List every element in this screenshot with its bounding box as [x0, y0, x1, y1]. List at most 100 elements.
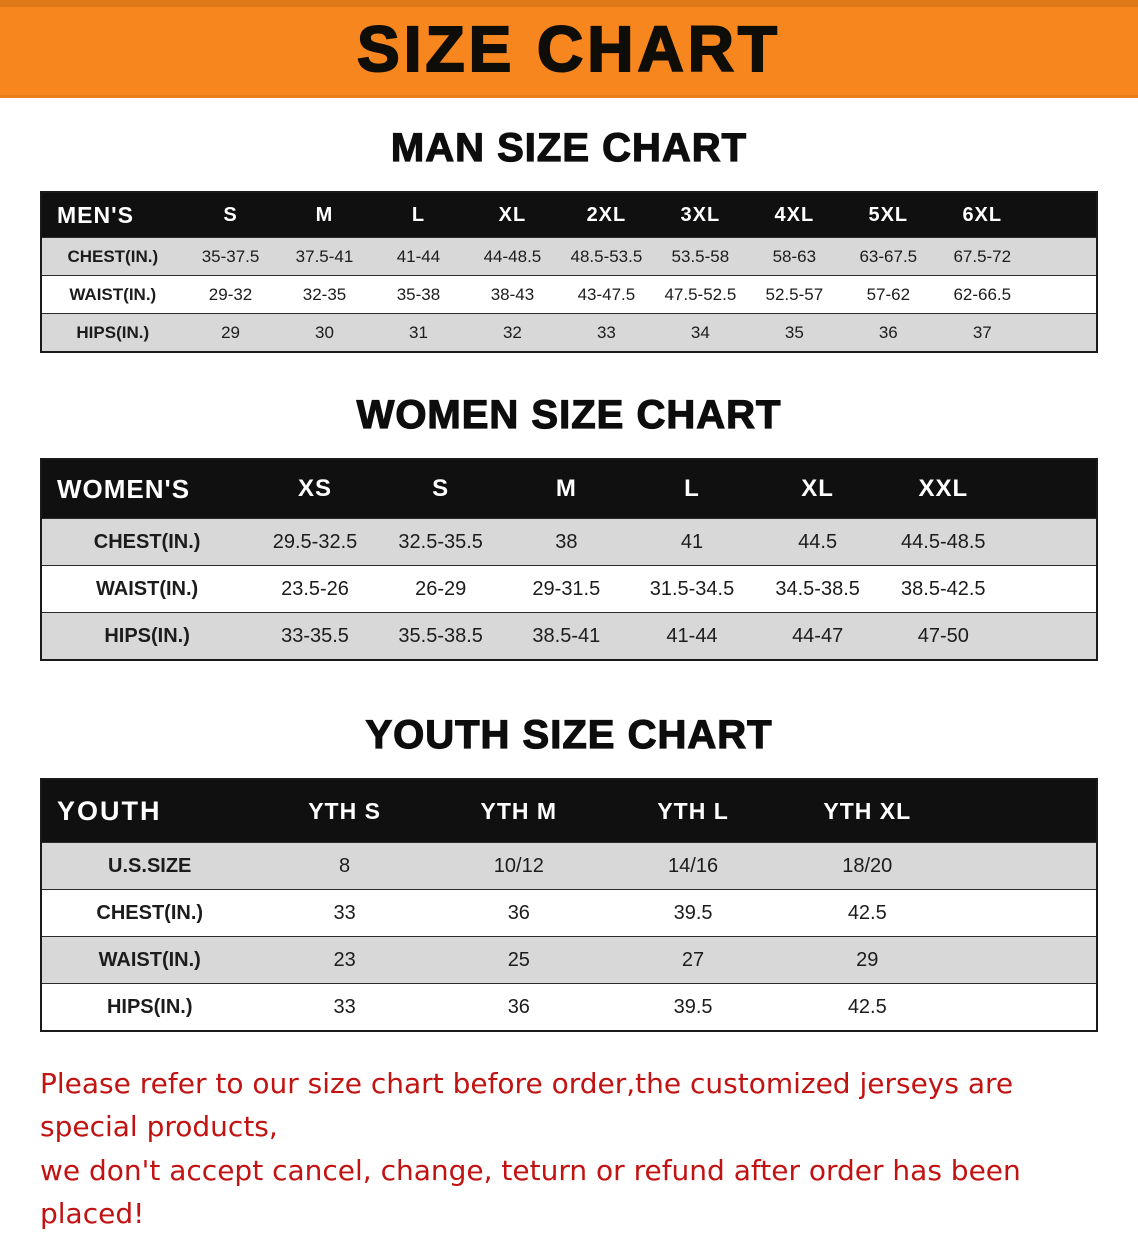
table-row: HIPS(IN.) 33-35.5 35.5-38.5 38.5-41 41-44 44-…	[41, 612, 1097, 660]
size-header-cell: 2XL	[559, 192, 654, 238]
spacer-cell	[954, 842, 1097, 890]
size-header-cell: XXL	[880, 459, 1007, 519]
value-cell: 29.5-32.5	[252, 518, 378, 566]
size-header-cell: YTH S	[257, 779, 432, 843]
table-row: WAIST(IN.) 23 25 27 29	[41, 936, 1097, 984]
table-title-cell: YOUTH	[41, 779, 258, 843]
size-header-cell: S	[377, 459, 504, 519]
value-cell: 35.5-38.5	[377, 612, 504, 660]
value-cell: 32-35	[277, 275, 372, 314]
youth-section-heading: YOUTH SIZE CHART	[365, 712, 773, 757]
value-cell: 29-31.5	[503, 565, 630, 613]
value-cell: 41-44	[371, 237, 466, 276]
row-label-cell: CHEST(IN.)	[41, 889, 258, 937]
size-header-cell: M	[277, 192, 372, 238]
table-row: CHEST(IN.) 29.5-32.5 32.5-35.5 38 41 44.5 44.5…	[41, 518, 1097, 566]
value-cell: 33	[559, 313, 654, 352]
women-section-heading: WOMEN SIZE CHART	[356, 392, 782, 437]
value-cell: 43-47.5	[559, 275, 654, 314]
spacer-cell	[954, 779, 1097, 843]
value-cell: 36	[431, 983, 606, 1031]
value-cell: 36	[431, 889, 606, 937]
value-cell: 47.5-52.5	[653, 275, 748, 314]
table-row: WAIST(IN.) 23.5-26 26-29 29-31.5 31.5-34.5 34…	[41, 565, 1097, 613]
size-header-cell: 3XL	[653, 192, 748, 238]
value-cell: 35	[747, 313, 842, 352]
men-section-heading: MAN SIZE CHART	[390, 125, 748, 170]
value-cell: 53.5-58	[653, 237, 748, 276]
value-cell: 47-50	[880, 612, 1007, 660]
value-cell: 41-44	[629, 612, 755, 660]
value-cell: 63-67.5	[841, 237, 936, 276]
value-cell: 29	[780, 936, 955, 984]
spacer-cell	[1006, 565, 1097, 613]
value-cell: 38-43	[465, 275, 560, 314]
table-row: CHEST(IN.) 33 36 39.5 42.5	[41, 889, 1097, 937]
order-disclaimer: Please refer to our size chart before or…	[40, 1062, 1098, 1236]
spacer-cell	[954, 889, 1097, 937]
row-label-cell: WAIST(IN.)	[41, 275, 184, 314]
size-header-cell: XL	[465, 192, 560, 238]
size-header-cell: L	[371, 192, 466, 238]
value-cell: 8	[257, 842, 432, 890]
value-cell: 23	[257, 936, 432, 984]
value-cell: 27	[605, 936, 781, 984]
value-cell: 37.5-41	[277, 237, 372, 276]
value-cell: 38	[503, 518, 630, 566]
row-label-cell: HIPS(IN.)	[41, 313, 184, 352]
value-cell: 52.5-57	[747, 275, 842, 314]
value-cell: 38.5-41	[503, 612, 630, 660]
value-cell: 23.5-26	[252, 565, 378, 613]
value-cell: 31.5-34.5	[629, 565, 755, 613]
value-cell: 44-47	[754, 612, 881, 660]
value-cell: 67.5-72	[935, 237, 1030, 276]
value-cell: 44-48.5	[465, 237, 560, 276]
size-header-cell: M	[503, 459, 630, 519]
table-row: HIPS(IN.) 33 36 39.5 42.5	[41, 983, 1097, 1031]
value-cell: 32	[465, 313, 560, 352]
spacer-cell	[1029, 237, 1097, 276]
table-title-cell: WOMEN'S	[41, 459, 253, 519]
women-size-section: WOMEN SIZE CHART WOMEN'S XS S M L XL XXL CHEST(…	[40, 392, 1098, 661]
value-cell: 29	[183, 313, 278, 352]
row-label-cell: HIPS(IN.)	[41, 612, 253, 660]
banner-title: SIZE CHART	[356, 12, 781, 86]
value-cell: 39.5	[605, 983, 781, 1031]
spacer-cell	[1029, 192, 1097, 238]
size-header-cell: XL	[754, 459, 881, 519]
table-header-row: MEN'S S M L XL 2XL 3XL 4XL 5XL 6XL	[41, 192, 1097, 238]
value-cell: 62-66.5	[935, 275, 1030, 314]
value-cell: 37	[935, 313, 1030, 352]
spacer-cell	[1006, 612, 1097, 660]
value-cell: 42.5	[780, 983, 955, 1031]
value-cell: 33	[257, 889, 432, 937]
value-cell: 34.5-38.5	[754, 565, 881, 613]
size-header-cell: XS	[252, 459, 378, 519]
size-header-cell: L	[629, 459, 755, 519]
value-cell: 26-29	[377, 565, 504, 613]
value-cell: 33-35.5	[252, 612, 378, 660]
value-cell: 25	[431, 936, 606, 984]
size-header-cell: YTH XL	[780, 779, 955, 843]
spacer-cell	[1006, 459, 1097, 519]
value-cell: 35-37.5	[183, 237, 278, 276]
size-header-cell: YTH L	[605, 779, 781, 843]
size-header-cell: 6XL	[935, 192, 1030, 238]
disclaimer-line-2: we don't accept cancel, change, teturn o…	[40, 1153, 1021, 1231]
table-row: WAIST(IN.) 29-32 32-35 35-38 38-43 43-47.5 47.…	[41, 275, 1097, 314]
value-cell: 29-32	[183, 275, 278, 314]
value-cell: 44.5	[754, 518, 881, 566]
table-header-row: YOUTH YTH S YTH M YTH L YTH XL	[41, 779, 1097, 843]
row-label-cell: U.S.SIZE	[41, 842, 258, 890]
value-cell: 33	[257, 983, 432, 1031]
value-cell: 14/16	[605, 842, 781, 890]
value-cell: 34	[653, 313, 748, 352]
row-label-cell: CHEST(IN.)	[41, 237, 184, 276]
table-header-row: WOMEN'S XS S M L XL XXL	[41, 459, 1097, 519]
table-row: HIPS(IN.) 29 30 31 32 33 34 35 36 37	[41, 313, 1097, 352]
row-label-cell: WAIST(IN.)	[41, 936, 258, 984]
value-cell: 42.5	[780, 889, 955, 937]
spacer-cell	[1029, 313, 1097, 352]
value-cell: 44.5-48.5	[880, 518, 1007, 566]
size-header-cell: 4XL	[747, 192, 842, 238]
